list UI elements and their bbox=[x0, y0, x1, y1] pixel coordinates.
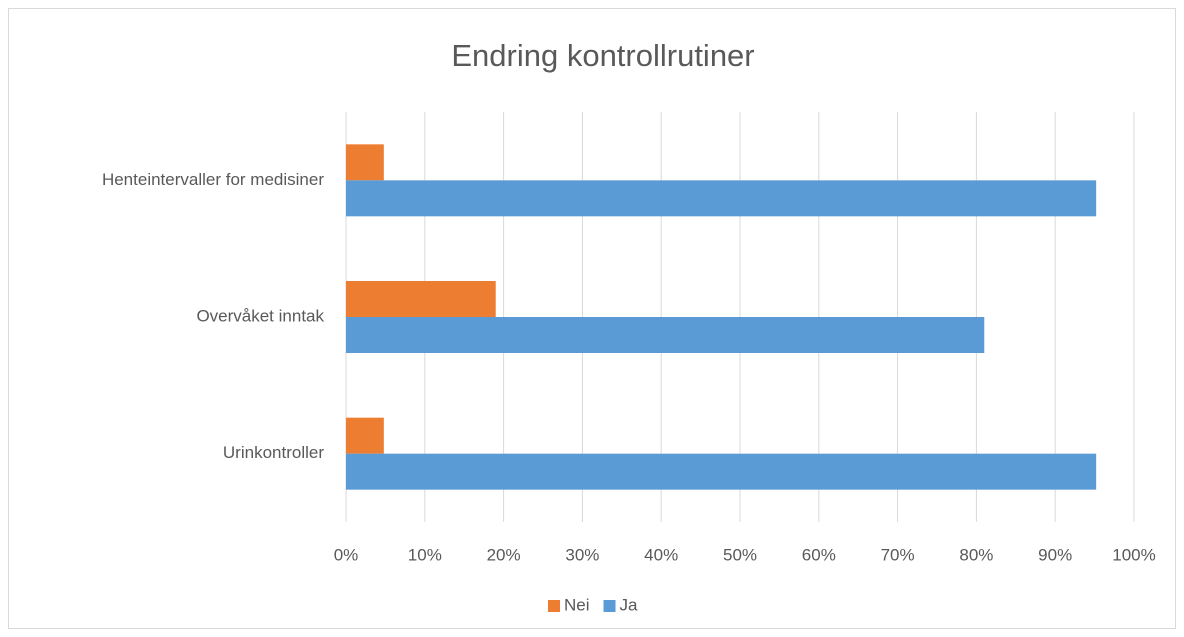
x-tick-label: 100% bbox=[1112, 545, 1155, 564]
x-tick-label: 90% bbox=[1038, 545, 1072, 564]
x-tick-label: 40% bbox=[644, 545, 678, 564]
legend-swatch bbox=[603, 600, 616, 612]
bar bbox=[346, 180, 1097, 217]
y-tick-label: Urinkontroller bbox=[223, 443, 324, 462]
legend-swatch bbox=[548, 600, 560, 612]
chart-title: Endring kontrollrutiner bbox=[451, 38, 754, 73]
legend-label: Ja bbox=[620, 595, 639, 614]
legend-label: Nei bbox=[564, 595, 590, 614]
bar bbox=[346, 417, 384, 454]
x-tick-label: 60% bbox=[802, 545, 836, 564]
x-tick-label: 50% bbox=[723, 545, 757, 564]
x-tick-label: 30% bbox=[565, 545, 599, 564]
bar bbox=[346, 281, 496, 317]
x-tick-label: 70% bbox=[881, 545, 915, 564]
y-tick-label: Henteintervaller for medisiner bbox=[102, 170, 324, 189]
x-tick-label: 10% bbox=[408, 545, 442, 564]
bar bbox=[346, 453, 1097, 490]
bar bbox=[346, 317, 985, 353]
x-tick-label: 80% bbox=[959, 545, 993, 564]
x-tick-label: 0% bbox=[334, 545, 359, 564]
bar bbox=[346, 144, 384, 181]
y-tick-label: Overvåket inntak bbox=[196, 306, 324, 325]
x-tick-label: 20% bbox=[487, 545, 521, 564]
